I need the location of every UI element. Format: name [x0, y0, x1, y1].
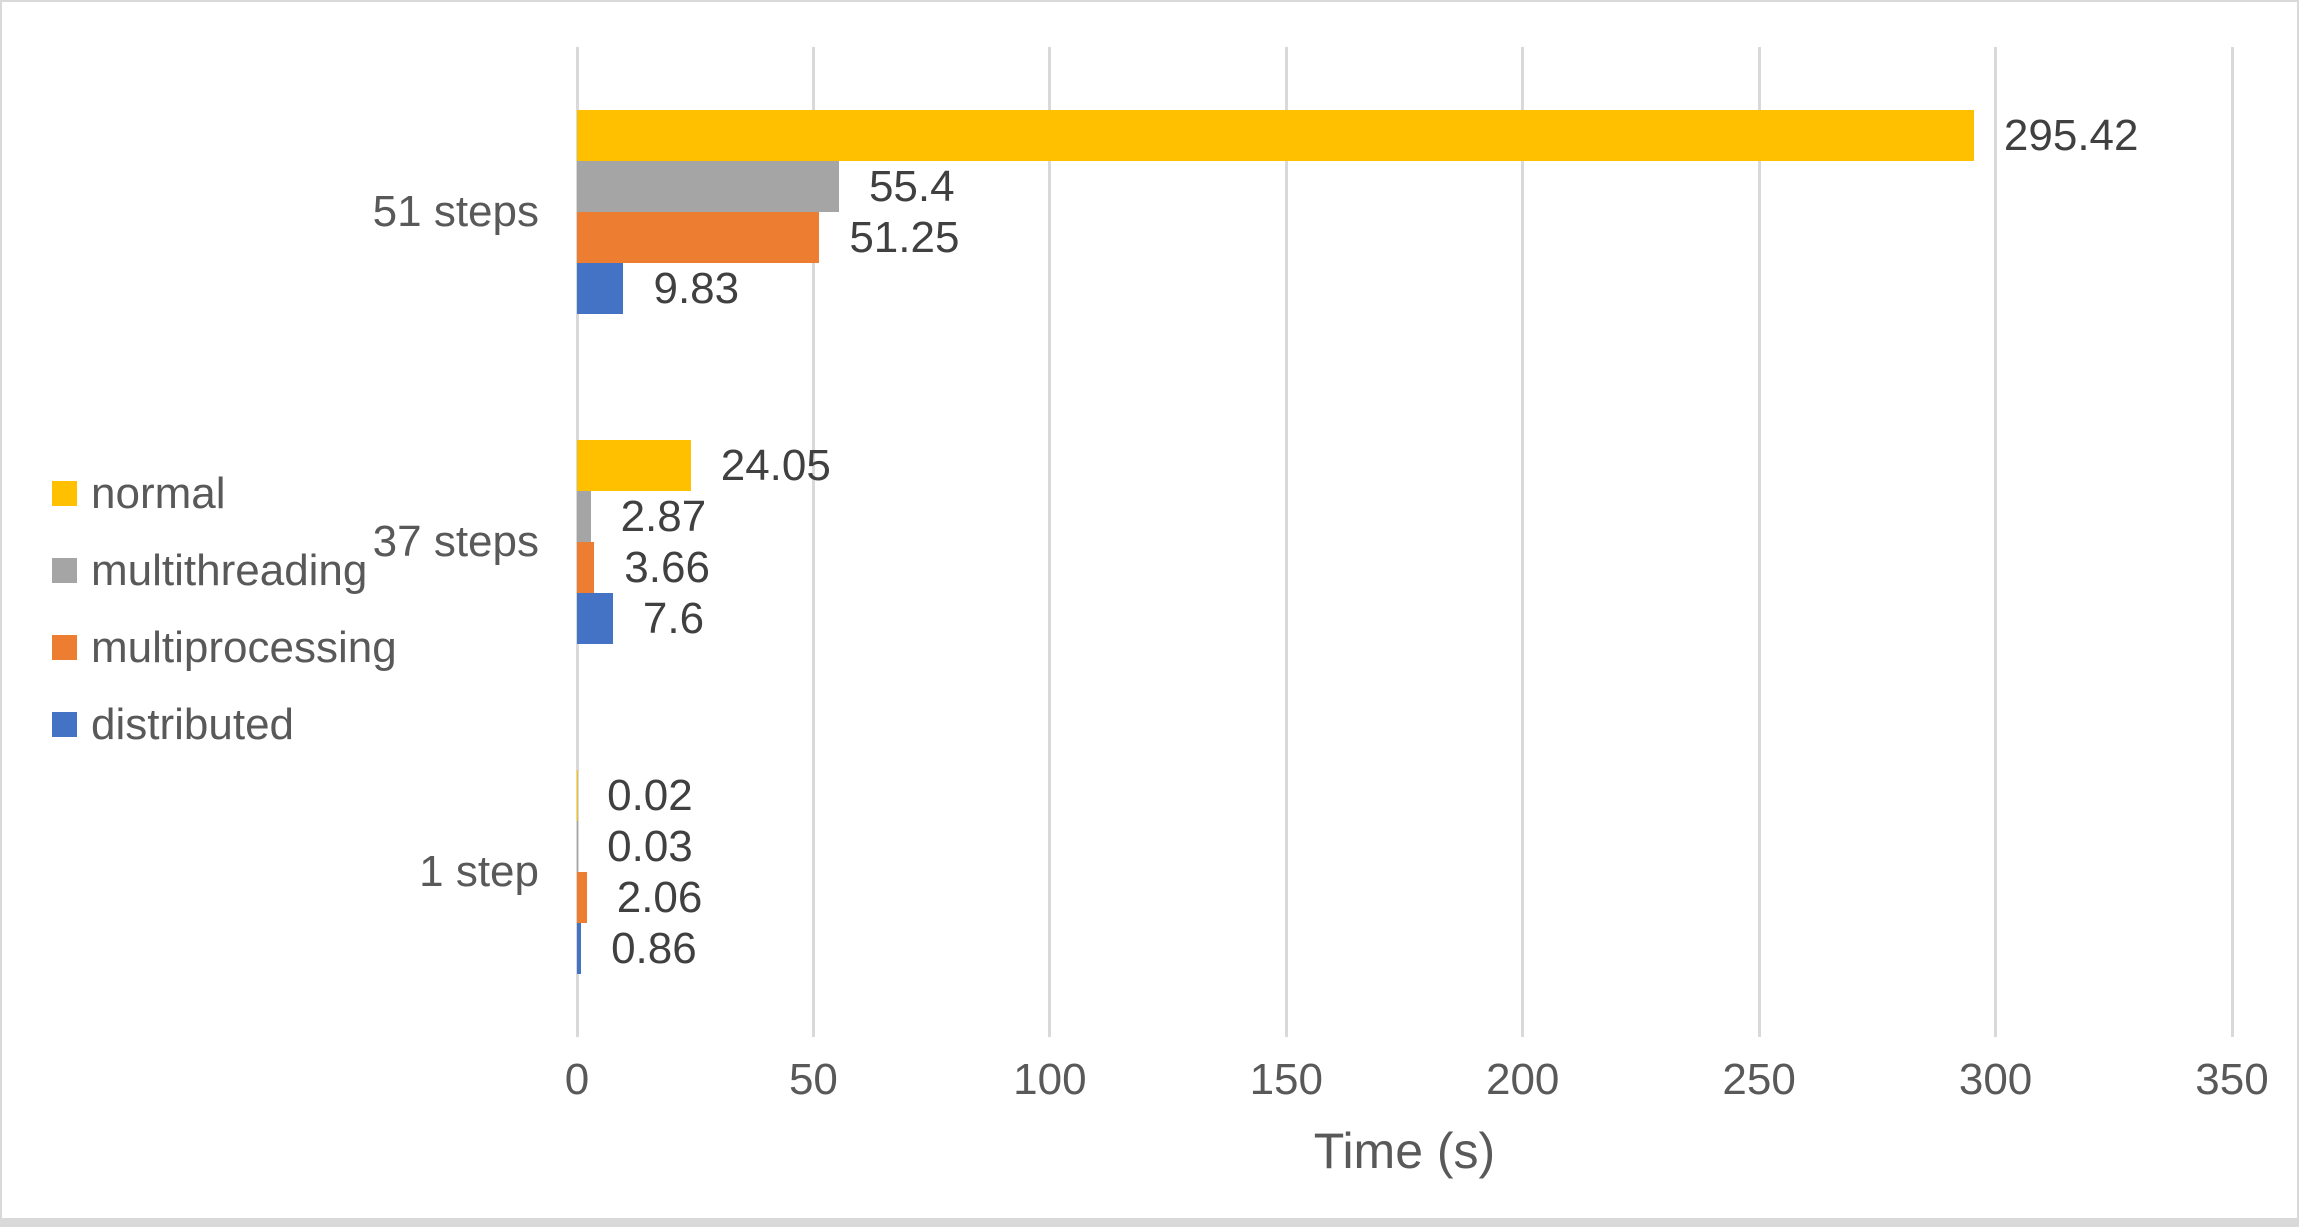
data-label-multiprocessing-1-step: 2.06	[616, 872, 703, 922]
data-label-multiprocessing-51-steps: 51.25	[849, 212, 960, 262]
x-tick-50: 50	[788, 1055, 838, 1104]
x-tick-0: 0	[564, 1055, 590, 1104]
bar-distributed-51-steps	[577, 263, 624, 314]
data-label-normal-1-step: 0.02	[607, 770, 693, 820]
legend-label-distributed: distributed	[91, 699, 295, 749]
legend: normal multithreading multiprocessing distr…	[52, 469, 397, 749]
bar-multiprocessing-37-steps	[577, 542, 595, 593]
gridline-150	[1284, 47, 1288, 1037]
category-label-51-steps: 51 steps	[372, 187, 539, 236]
x-axis-title: Time (s)	[1313, 1123, 1496, 1179]
gridline-300	[1994, 47, 1998, 1037]
legend-label-multithreading: multithreading	[91, 545, 368, 595]
data-label-multiprocessing-37-steps: 3.66	[624, 542, 710, 592]
data-label-distributed-51-steps: 9.83	[653, 263, 740, 313]
legend-item-distributed: distributed	[52, 700, 397, 749]
legend-swatch-multiprocessing	[52, 635, 77, 660]
x-tick-350: 350	[2195, 1055, 2269, 1104]
bar-normal-51-steps	[577, 110, 1974, 161]
bar-multithreading-51-steps	[577, 161, 839, 212]
data-label-normal-51-steps: 295.42	[2003, 110, 2139, 160]
data-label-multithreading-37-steps: 2.87	[620, 491, 707, 541]
x-tick-100: 100	[1013, 1055, 1087, 1104]
bar-distributed-1-step	[577, 923, 582, 974]
legend-swatch-multithreading	[52, 558, 77, 583]
data-label-multithreading-1-step: 0.03	[607, 821, 693, 871]
gridline-250	[1757, 47, 1761, 1037]
bar-multiprocessing-1-step	[577, 872, 587, 923]
x-tick-200: 200	[1485, 1055, 1560, 1104]
gridline-350	[2230, 47, 2234, 1037]
x-tick-300: 300	[1958, 1055, 2033, 1104]
data-label-distributed-37-steps: 7.6	[642, 593, 705, 643]
legend-swatch-normal	[52, 481, 77, 506]
data-label-normal-37-steps: 24.05	[720, 440, 831, 490]
bar-distributed-37-steps	[577, 593, 613, 644]
legend-item-normal: normal	[52, 469, 397, 518]
category-label-1-step: 1 step	[419, 847, 539, 896]
data-label-distributed-1-step: 0.86	[611, 923, 697, 973]
gridline-100	[1048, 47, 1052, 1037]
bar-normal-37-steps	[577, 440, 691, 491]
legend-item-multiprocessing: multiprocessing	[52, 623, 397, 672]
legend-swatch-distributed	[52, 712, 77, 737]
x-tick-150: 150	[1249, 1055, 1323, 1104]
gridline-50	[811, 47, 815, 1037]
legend-label-normal: normal	[91, 468, 226, 518]
legend-item-multithreading: multithreading	[52, 546, 397, 595]
data-label-multithreading-51-steps: 55.4	[868, 161, 955, 211]
legend-label-multiprocessing: multiprocessing	[91, 622, 397, 672]
bar-multiprocessing-51-steps	[577, 212, 820, 263]
gridline-200	[1521, 47, 1525, 1037]
bar-multithreading-37-steps	[577, 491, 591, 542]
category-label-37-steps: 37 steps	[372, 517, 539, 566]
x-tick-250: 250	[1722, 1055, 1796, 1104]
